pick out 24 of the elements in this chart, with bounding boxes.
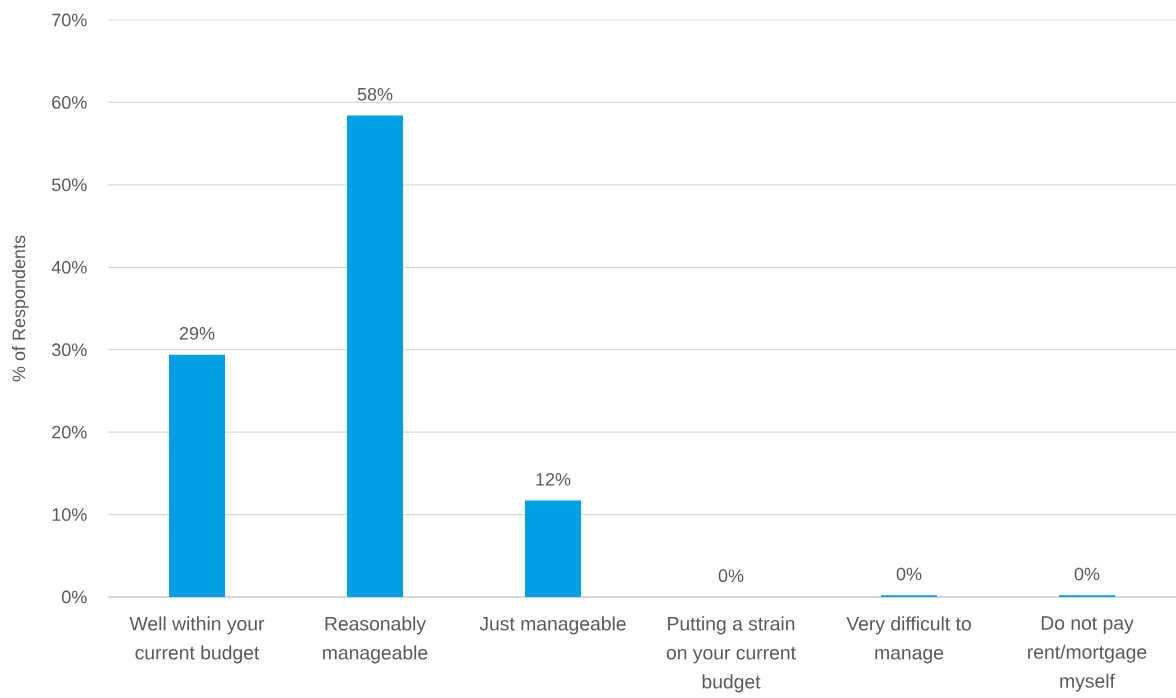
x-tick-label: Very difficult to manage — [846, 616, 971, 664]
bar — [169, 354, 226, 597]
y-tick-label: 20% — [52, 425, 87, 439]
data-label: 0% — [1074, 567, 1100, 581]
x-tick-label: Just manageable — [479, 616, 626, 635]
y-tick-label: 50% — [51, 178, 87, 192]
y-axis-title: % of Respondents — [12, 235, 29, 382]
data-label: 29% — [179, 326, 215, 340]
y-tick-label: 70% — [52, 13, 87, 27]
y-tick-label: 40% — [51, 260, 87, 274]
data-label: 0% — [718, 569, 744, 583]
bar — [347, 115, 404, 597]
data-label: 12% — [536, 472, 571, 486]
y-tick-label: 30% — [51, 343, 87, 357]
y-tick-label: 10% — [52, 508, 87, 521]
bar — [525, 500, 582, 597]
data-label: 58% — [357, 87, 393, 101]
x-tick-label: Reasonably manageable — [323, 616, 428, 664]
y-tick-label: 60% — [52, 96, 87, 109]
y-tick-label: 0% — [62, 590, 87, 604]
data-label: 0% — [896, 567, 922, 581]
x-tick-label: Putting a strain on your current budget — [666, 616, 796, 693]
x-tick-label: Well within your current budget — [129, 616, 265, 664]
x-tick-label: Do not pay rent/mortgage myself — [1028, 616, 1147, 692]
